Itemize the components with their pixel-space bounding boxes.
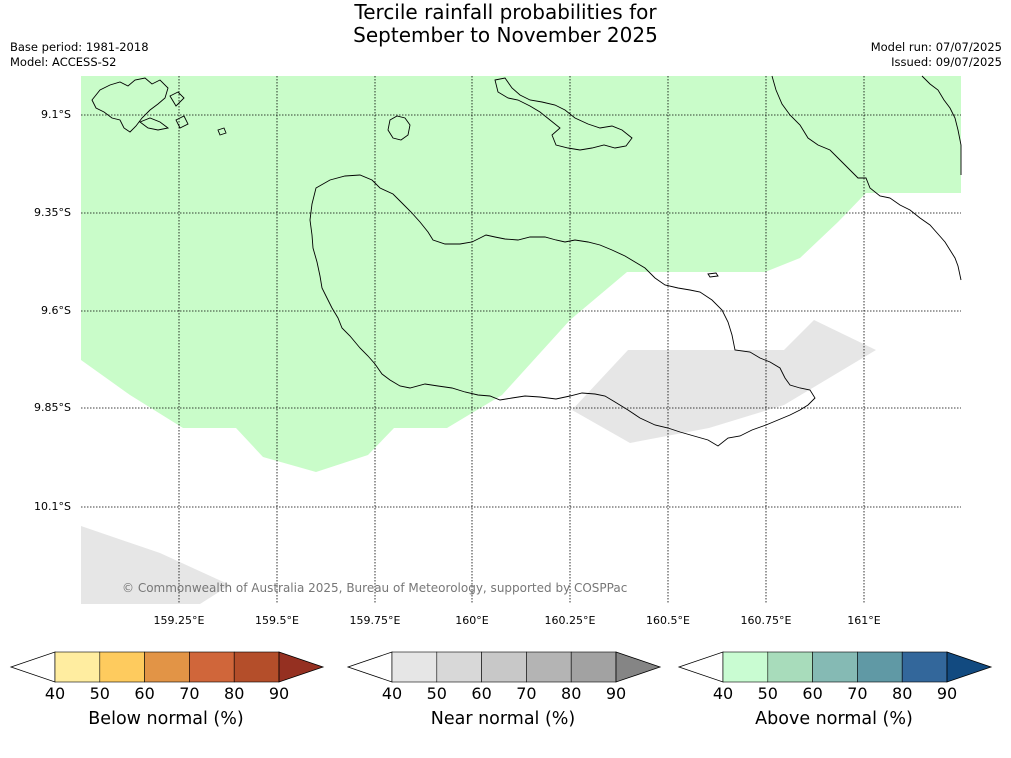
longitude-label: 159.25°E	[153, 614, 205, 627]
colorbar-tick-label: 50	[89, 684, 110, 703]
colorbar-segment	[570, 651, 617, 683]
colorbar-segment	[144, 651, 190, 683]
colorbar-tick-label: 90	[936, 684, 958, 703]
map-panel	[81, 75, 962, 604]
coastline-small-island	[387, 115, 411, 141]
latitude-label: 9.1°S	[41, 108, 71, 121]
coastline-nw-islands	[91, 77, 227, 136]
coastline-n-islands	[494, 77, 633, 151]
colorbar-segment	[99, 651, 145, 683]
colorbar-segment	[436, 651, 482, 683]
colorbar-tick-label: 50	[757, 684, 778, 703]
colorbar-tick-label: 90	[268, 684, 290, 703]
longitude-label: 160.5°E	[646, 614, 690, 627]
colorbar-title: Below normal (%)	[88, 709, 244, 729]
colorbar-segment	[901, 651, 948, 683]
colorbar-segment	[722, 651, 769, 683]
longitude-label: 161°E	[847, 614, 881, 627]
latitude-label: 9.35°S	[34, 206, 71, 219]
colorbar-segment	[857, 651, 903, 683]
base-period-text: Base period: 1981-2018	[10, 40, 149, 54]
colorbar-tick-label: 70	[847, 684, 868, 703]
colorbar-segment	[767, 651, 813, 683]
copyright-notice: © Commonwealth of Australia 2025, Bureau…	[122, 581, 628, 595]
above-normal-region	[81, 76, 961, 472]
colorbar-segment	[812, 651, 858, 683]
colorbar-extend-low	[9, 651, 56, 683]
near-normal-region-southwest	[81, 526, 230, 604]
colorbar-segment	[481, 651, 527, 683]
colorbar-title: Near normal (%)	[430, 709, 576, 729]
model-run-text: Model run: 07/07/2025	[870, 40, 1002, 54]
coastline-islet	[707, 272, 719, 278]
map-title-line1: Tercile rainfall probabilities for	[354, 0, 657, 24]
model-text: Model: ACCESS-S2	[10, 55, 117, 69]
colorbar-extend-low	[346, 651, 393, 683]
colorbar-segment	[54, 651, 101, 683]
colorbar-tick-label: 80	[224, 684, 245, 703]
colorbar-tick-label: 90	[605, 684, 627, 703]
colorbar-extend-high	[278, 651, 325, 683]
colorbar-tick-label: 60	[134, 684, 155, 703]
meta-left: Base period: 1981-2018 Model: ACCESS-S2	[10, 40, 149, 70]
issued-text: Issued: 09/07/2025	[891, 55, 1002, 69]
coastlines	[91, 75, 962, 447]
colorbar-tick-label: 40	[44, 684, 66, 703]
colorbar-tick-label: 70	[516, 684, 537, 703]
colorbar-segment	[233, 651, 280, 683]
longitude-label: 160°E	[455, 614, 489, 627]
colorbar-tick-label: 80	[561, 684, 582, 703]
colorbar-extend-high	[946, 651, 993, 683]
colorbar-tick-label: 60	[471, 684, 492, 703]
colorbar-segment	[526, 651, 572, 683]
coastline-guadalcanal	[309, 174, 816, 447]
meta-right: Model run: 07/07/2025 Issued: 09/07/2025	[871, 40, 1002, 70]
longitude-label: 159.5°E	[255, 614, 299, 627]
colorbar-tick-label: 80	[892, 684, 913, 703]
near-normal-region-east	[572, 320, 876, 443]
map-title-line2: September to November 2025	[353, 23, 658, 47]
colorbar-tick-label: 70	[179, 684, 200, 703]
colorbar-tick-label: 40	[712, 684, 734, 703]
longitude-label: 160.25°E	[544, 614, 596, 627]
colorbar-tick-label: 50	[426, 684, 447, 703]
latitude-label: 10.1°S	[34, 500, 71, 513]
coastline-ne	[771, 75, 962, 281]
colorbar-title: Above normal (%)	[755, 709, 913, 729]
colorbars-panel	[9, 651, 993, 683]
latitude-label: 9.6°S	[41, 304, 71, 317]
latitude-label: 9.85°S	[34, 401, 71, 414]
colorbar-tick-label: 40	[381, 684, 403, 703]
colorbar-extend-high	[615, 651, 662, 683]
colorbar-segment	[189, 651, 235, 683]
colorbar-segment	[391, 651, 438, 683]
colorbar-tick-label: 60	[802, 684, 823, 703]
gridlines	[81, 76, 961, 604]
longitude-label: 159.75°E	[349, 614, 401, 627]
colorbar-extend-low	[677, 651, 724, 683]
longitude-label: 160.75°E	[740, 614, 792, 627]
